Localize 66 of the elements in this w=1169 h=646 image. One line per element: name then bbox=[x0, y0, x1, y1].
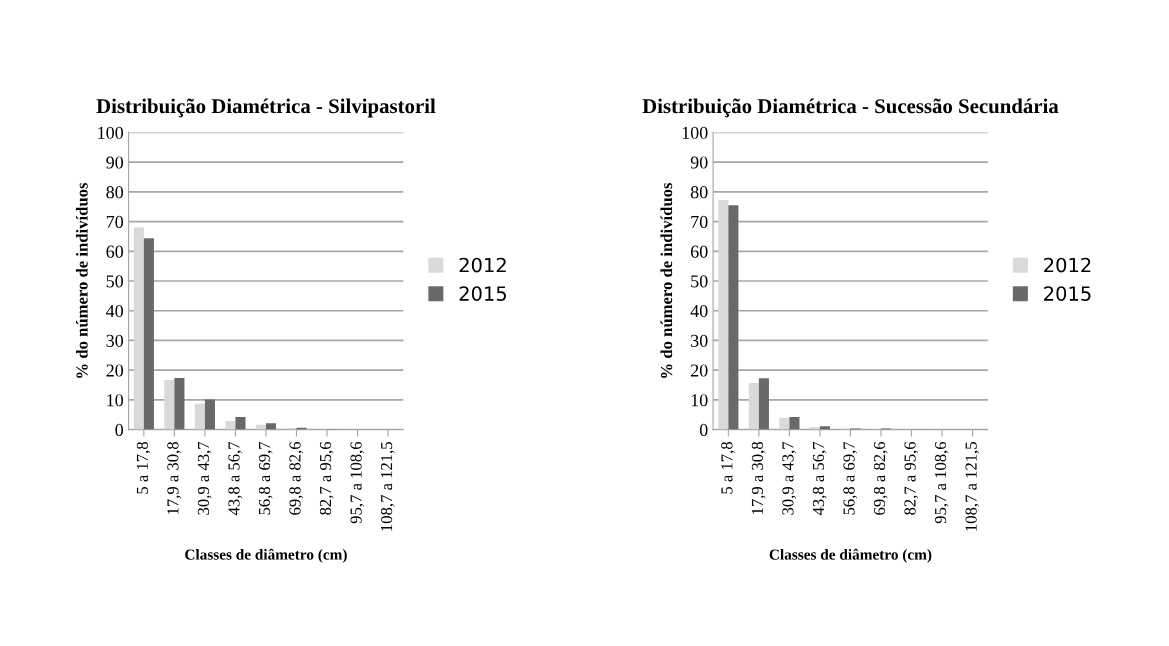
bar bbox=[748, 382, 759, 430]
y-tick-label: 80 bbox=[106, 186, 124, 199]
x-tick-label: 69,8 a 82,6 bbox=[873, 441, 888, 515]
bar bbox=[728, 205, 739, 430]
x-tick-label: 56,8 a 69,7 bbox=[258, 441, 273, 515]
x-tick-label: 69,8 a 82,6 bbox=[289, 441, 304, 515]
y-tick-label: 20 bbox=[106, 364, 124, 377]
legend-label: 2012 bbox=[459, 257, 506, 273]
y-tick-label: 60 bbox=[106, 245, 124, 258]
chart-title: Distribuição Diamétrica - Sucessão Secundária bbox=[642, 98, 1059, 118]
y-tick-label: 90 bbox=[106, 156, 124, 169]
bar bbox=[758, 378, 769, 430]
bar bbox=[225, 420, 236, 430]
legend-label: 2015 bbox=[1044, 286, 1091, 301]
y-tick-label: 60 bbox=[690, 245, 708, 258]
y-tick-label: 50 bbox=[106, 275, 124, 288]
y-tick-label: 100 bbox=[682, 126, 708, 139]
y-tick-label: 80 bbox=[690, 186, 708, 199]
bar bbox=[133, 227, 144, 430]
x-tick-label: 56,8 a 69,7 bbox=[843, 441, 858, 515]
x-tick-label: 5 a 17,8 bbox=[721, 442, 735, 494]
x-tick-label: 108,7 a 121,5 bbox=[965, 442, 980, 531]
y-tick-label: 90 bbox=[690, 156, 708, 169]
x-tick-label: 95,7 a 108,6 bbox=[934, 441, 949, 524]
y-tick-label: 30 bbox=[691, 334, 708, 347]
bar bbox=[789, 417, 800, 430]
bar bbox=[194, 403, 205, 430]
y-axis-title: % do número de indivíduos bbox=[75, 182, 88, 378]
y-tick-label: 10 bbox=[691, 394, 708, 407]
y-tick-label: 100 bbox=[98, 126, 124, 139]
y-tick-label: 0 bbox=[699, 423, 708, 437]
bar bbox=[143, 238, 154, 430]
x-tick-label: 17,9 a 30,8 bbox=[167, 442, 181, 514]
bar bbox=[819, 426, 830, 430]
bar bbox=[235, 417, 246, 430]
x-tick-label: 5 a 17,8 bbox=[136, 442, 151, 494]
y-tick-label: 40 bbox=[690, 304, 708, 318]
x-tick-label: 108,7 a 121,5 bbox=[380, 442, 395, 531]
x-tick-label: 30,9 a 43,7 bbox=[782, 441, 796, 515]
bar bbox=[204, 399, 215, 430]
x-axis-title: Classes de diâmetro (cm) bbox=[185, 548, 347, 563]
y-tick-label: 30 bbox=[106, 334, 124, 347]
y-tick-label: 70 bbox=[691, 215, 708, 229]
legend-label: 2012 bbox=[1044, 257, 1091, 273]
bar bbox=[164, 379, 175, 430]
x-tick-label: 43,8 a 56,7 bbox=[228, 441, 242, 516]
x-tick-label: 17,9 a 30,8 bbox=[751, 442, 766, 514]
y-tick-label: 10 bbox=[107, 394, 124, 407]
x-tick-label: 30,9 a 43,7 bbox=[197, 441, 212, 515]
bar bbox=[174, 377, 185, 430]
bar bbox=[265, 423, 277, 430]
y-tick-label: 0 bbox=[115, 423, 124, 437]
x-tick-label: 82,7 a 95,6 bbox=[319, 441, 334, 515]
legend-label: 2015 bbox=[459, 286, 506, 301]
x-tick-label: 43,8 a 56,7 bbox=[812, 441, 827, 516]
y-tick-label: 70 bbox=[106, 215, 124, 229]
y-tick-label: 50 bbox=[691, 275, 708, 288]
chart-title: Distribuição Diamétrica - Silvipastoril bbox=[96, 98, 436, 118]
x-tick-label: 82,7 a 95,6 bbox=[904, 441, 919, 515]
y-axis-title: % do número de indivíduos bbox=[660, 182, 673, 378]
x-tick-label: 95,7 a 108,6 bbox=[350, 441, 365, 524]
y-tick-label: 20 bbox=[690, 364, 708, 377]
bar bbox=[718, 199, 729, 430]
y-tick-label: 40 bbox=[106, 304, 124, 318]
x-axis-title: Classes de diâmetro (cm) bbox=[769, 548, 932, 563]
bar bbox=[779, 417, 790, 430]
